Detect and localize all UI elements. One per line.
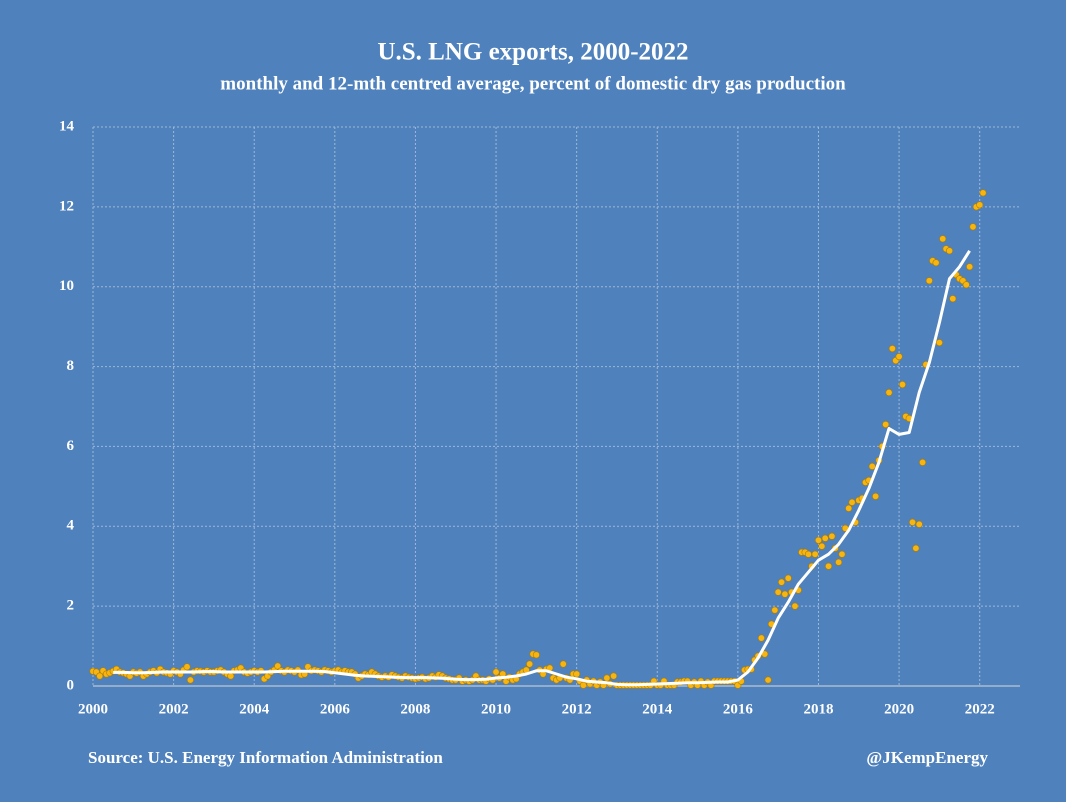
- x-tick-label: 2012: [562, 701, 592, 717]
- data-point: [939, 235, 947, 243]
- x-tick-label: 2000: [78, 701, 108, 717]
- data-point: [579, 681, 587, 689]
- trend-line: [113, 249, 971, 687]
- data-point: [888, 345, 896, 353]
- data-point: [828, 532, 836, 540]
- x-tick-label: 2022: [965, 701, 995, 717]
- data-point: [895, 353, 903, 361]
- data-point: [573, 670, 581, 678]
- data-point: [976, 201, 984, 209]
- y-tick-label: 8: [67, 358, 75, 374]
- data-point: [778, 578, 786, 586]
- data-point: [814, 536, 822, 544]
- data-point: [804, 550, 812, 558]
- data-point: [912, 544, 920, 552]
- x-tick-label: 2004: [239, 701, 270, 717]
- data-point: [774, 588, 782, 596]
- y-tick-label: 0: [67, 677, 75, 693]
- x-tick-label: 2018: [803, 701, 833, 717]
- y-tick-label: 12: [59, 198, 74, 214]
- source: Source: U.S. Energy Information Administ…: [88, 748, 443, 767]
- data-point: [781, 590, 789, 598]
- data-point: [868, 462, 876, 470]
- data-point: [848, 498, 856, 506]
- x-tick-label: 2006: [320, 701, 351, 717]
- data-point: [821, 534, 829, 542]
- x-tick-label: 2016: [723, 701, 754, 717]
- data-point: [532, 651, 540, 659]
- data-point: [882, 420, 890, 428]
- data-point: [791, 602, 799, 610]
- data-point: [825, 562, 833, 570]
- x-tick-label: 2008: [400, 701, 430, 717]
- data-point: [526, 660, 534, 668]
- data-point: [186, 676, 194, 684]
- y-tick-label: 4: [67, 518, 75, 534]
- data-point: [919, 458, 927, 466]
- y-tick-label: 10: [59, 278, 74, 294]
- credit: @JKempEnergy: [866, 748, 988, 767]
- data-point: [603, 674, 611, 682]
- data-point: [915, 520, 923, 528]
- data-point: [492, 668, 500, 676]
- data-point: [969, 223, 977, 231]
- y-tick-label: 6: [67, 438, 75, 454]
- data-point: [949, 295, 957, 303]
- chart-subtitle: monthly and 12-mth centred average, perc…: [220, 73, 846, 94]
- data-point: [925, 277, 933, 285]
- data-point: [757, 634, 765, 642]
- x-tick-label: 2010: [481, 701, 511, 717]
- data-point: [979, 189, 987, 197]
- data-point: [885, 389, 893, 397]
- data-point: [559, 660, 567, 668]
- data-point: [935, 339, 943, 347]
- data-point: [784, 574, 792, 582]
- data-point: [932, 259, 940, 267]
- data-point: [966, 263, 974, 271]
- data-point: [811, 550, 819, 558]
- data-point: [771, 606, 779, 614]
- data-point: [610, 672, 618, 680]
- data-point: [838, 550, 846, 558]
- data-point: [764, 676, 772, 684]
- data-point: [818, 542, 826, 550]
- data-point: [909, 518, 917, 526]
- chart-title: U.S. LNG exports, 2000-2022: [377, 39, 688, 66]
- x-tick-label: 2002: [159, 701, 189, 717]
- x-tick-label: 2020: [884, 701, 914, 717]
- data-point: [945, 247, 953, 255]
- data-point: [845, 504, 853, 512]
- data-point: [183, 663, 191, 671]
- data-point: [835, 558, 843, 566]
- y-tick-label: 14: [59, 118, 75, 134]
- x-tick-label: 2014: [642, 701, 673, 717]
- data-point: [962, 281, 970, 289]
- data-point: [274, 662, 282, 670]
- y-tick-label: 2: [67, 598, 75, 614]
- data-point: [898, 381, 906, 389]
- data-point: [872, 492, 880, 500]
- data-point: [96, 672, 104, 680]
